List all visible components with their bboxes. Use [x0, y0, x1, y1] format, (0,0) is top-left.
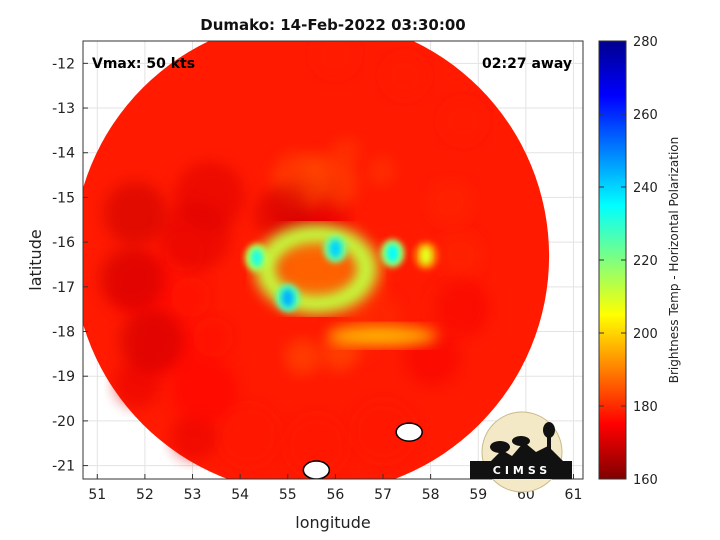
texture-blob [313, 41, 357, 76]
texture-blob [103, 181, 168, 246]
convection-core [386, 244, 399, 263]
rain-band [328, 325, 438, 346]
texture-blob [320, 335, 358, 372]
texture-blob [437, 232, 483, 278]
texture-blob [427, 179, 473, 225]
colorbar-ticks: 280 260 240 220 200 180 160 [599, 35, 658, 488]
colorbar-tick-label: 180 [633, 400, 658, 415]
y-tick-label: -21 [52, 459, 75, 475]
eyewall-band [255, 223, 378, 314]
y-tick-label: -20 [52, 414, 75, 430]
y-ticks: -12 -13 -14 -15 -16 -17 -18 -19 -20 -21 [52, 56, 88, 475]
convection-core [281, 288, 294, 307]
y-tick-label: -12 [52, 56, 75, 72]
texture-blob [193, 317, 234, 357]
colorbar-label: Brightness Temp - Horizontal Polarizatio… [667, 137, 681, 384]
x-tick-label: 57 [374, 487, 392, 503]
chart-title: Dumako: 14-Feb-2022 03:30:00 [200, 16, 465, 34]
cimss-logo-text: CIMSS [493, 464, 551, 477]
colorbar-tick-label: 220 [633, 254, 658, 269]
convection-core [329, 239, 342, 258]
y-tick-label: -17 [52, 280, 75, 296]
y-tick-label: -19 [52, 369, 75, 385]
colorbar-tick-label: 200 [633, 327, 658, 342]
colorbar: 280 260 240 220 200 180 160 Brightness Temp - … [598, 35, 681, 488]
texture-blob [352, 400, 415, 463]
plot-frame [82, 40, 584, 480]
texture-blob [404, 329, 461, 386]
colorbar-tick-label: 260 [633, 108, 658, 123]
texture-blob [160, 201, 230, 272]
x-tick-label: 59 [469, 487, 487, 503]
x-tick-label: 56 [326, 487, 344, 503]
y-tick-label: -13 [52, 101, 75, 117]
texture-blob [441, 100, 485, 143]
x-tick-label: 58 [422, 487, 440, 503]
contour-blob [302, 460, 331, 479]
cimss-logo: CIMSS [470, 411, 572, 493]
x-axis-label: longitude [295, 513, 370, 532]
heatmap-swath [83, 41, 550, 479]
texture-blob [366, 156, 396, 186]
y-tick-label: -16 [52, 235, 75, 251]
convection-core [419, 246, 432, 265]
texture-blob [171, 414, 218, 461]
texture-blob [383, 55, 427, 98]
x-tick-label: 52 [136, 487, 154, 503]
x-tick-label: 51 [88, 487, 106, 503]
texture-blob [332, 137, 362, 167]
colorbar-tick-label: 280 [633, 35, 658, 50]
convection-core [250, 248, 263, 267]
texture-blob [432, 280, 489, 337]
texture-blob [170, 277, 211, 317]
x-tick-label: 61 [565, 487, 583, 503]
contour-blob [395, 422, 423, 442]
vmax-annotation: Vmax: 50 kts [92, 56, 195, 72]
texture-blob [284, 338, 321, 375]
x-tick-label: 55 [279, 487, 297, 503]
texture-blob [171, 357, 239, 424]
x-ticks: 51 52 53 54 55 56 57 58 59 60 61 [88, 474, 582, 503]
y-tick-label: -14 [52, 146, 75, 162]
texture-blob [217, 404, 280, 467]
colorbar-tick-label: 160 [633, 473, 658, 488]
texture-blob [285, 415, 348, 477]
colorbar-tick-label: 240 [633, 181, 658, 196]
y-tick-label: -18 [52, 325, 75, 341]
y-axis-label: latitude [26, 229, 45, 290]
y-tick-label: -15 [52, 190, 75, 206]
x-tick-label: 53 [184, 487, 202, 503]
texture-blob [119, 309, 184, 373]
x-tick-label: 54 [231, 487, 249, 503]
texture-blob [100, 246, 164, 311]
time-away-annotation: 02:27 away [482, 56, 572, 72]
